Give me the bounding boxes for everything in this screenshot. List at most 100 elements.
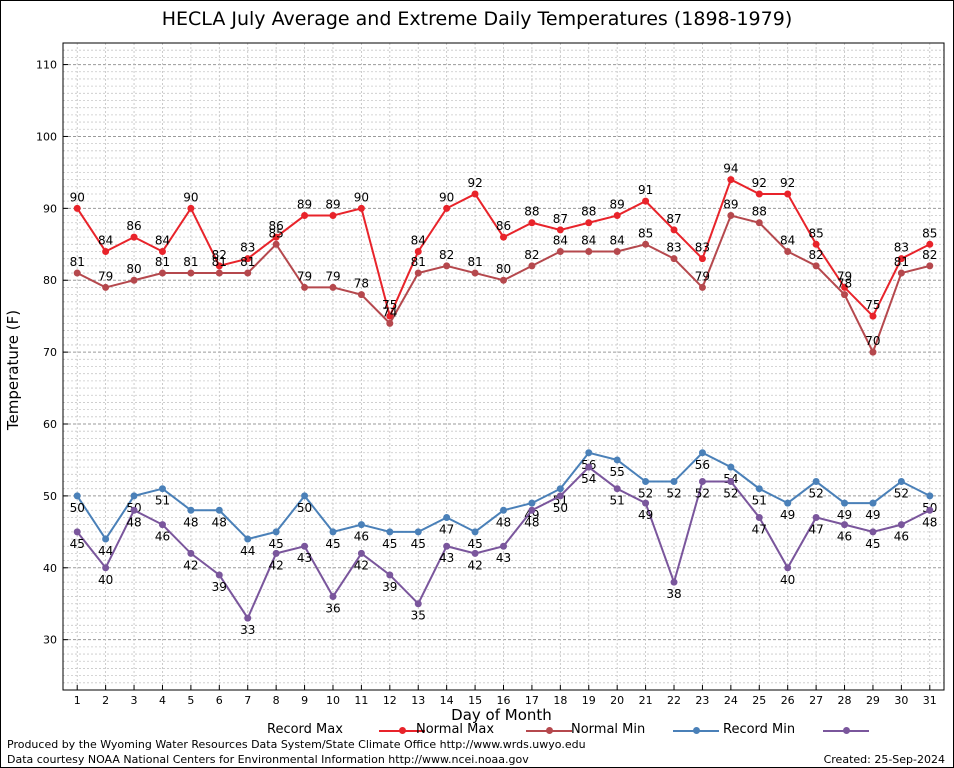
data-point-normal-max bbox=[642, 240, 650, 248]
data-label-record-max: 90 bbox=[354, 190, 369, 204]
x-tick-label: 22 bbox=[667, 694, 681, 707]
data-point-record-min bbox=[528, 506, 536, 514]
data-point-normal-max bbox=[272, 240, 280, 248]
data-point-normal-max bbox=[500, 276, 507, 284]
data-point-record-max bbox=[471, 190, 479, 198]
data-point-normal-max bbox=[130, 276, 138, 284]
data-label-record-max: 90 bbox=[70, 190, 85, 204]
data-label-record-min: 33 bbox=[240, 623, 255, 637]
data-label-record-max: 83 bbox=[695, 241, 710, 255]
data-point-normal-min bbox=[755, 485, 763, 493]
data-point-record-min bbox=[556, 492, 564, 500]
data-label-record-min: 54 bbox=[581, 472, 596, 486]
data-label-normal-min: 56 bbox=[695, 458, 710, 472]
x-tick-label: 11 bbox=[354, 694, 368, 707]
data-label-normal-max: 79 bbox=[297, 269, 312, 283]
data-label-normal-min: 49 bbox=[780, 508, 795, 522]
data-point-record-max bbox=[301, 212, 309, 220]
y-tick-label: 30 bbox=[43, 634, 57, 647]
data-point-record-max bbox=[926, 240, 934, 248]
data-label-normal-min: 46 bbox=[354, 530, 369, 544]
x-tick-label: 4 bbox=[159, 694, 166, 707]
y-tick-label: 80 bbox=[43, 274, 57, 287]
data-point-normal-max bbox=[755, 219, 763, 227]
data-point-normal-max bbox=[613, 247, 621, 255]
data-point-record-min bbox=[613, 485, 621, 493]
legend-marker-normal-min bbox=[693, 727, 700, 734]
x-tick-label: 3 bbox=[131, 694, 138, 707]
data-point-record-min bbox=[272, 549, 280, 557]
data-point-record-min bbox=[301, 542, 309, 550]
data-label-normal-max: 78 bbox=[354, 277, 369, 291]
data-point-normal-min bbox=[841, 499, 849, 507]
data-label-record-max: 94 bbox=[723, 162, 738, 176]
data-point-record-max bbox=[130, 233, 138, 241]
data-label-record-min: 39 bbox=[382, 580, 397, 594]
data-label-record-max: 82 bbox=[212, 248, 227, 262]
data-point-normal-min bbox=[130, 492, 138, 500]
data-point-normal-min bbox=[244, 535, 252, 543]
data-point-normal-max bbox=[926, 262, 934, 270]
x-tick-label: 27 bbox=[809, 694, 823, 707]
data-label-record-max: 89 bbox=[297, 198, 312, 212]
legend-label-normal-max: Normal Max bbox=[416, 722, 495, 737]
data-label-normal-max: 81 bbox=[183, 255, 198, 269]
data-point-record-min bbox=[585, 463, 593, 471]
data-point-normal-min bbox=[272, 528, 280, 536]
data-label-normal-max: 82 bbox=[524, 248, 539, 262]
data-point-record-max bbox=[187, 204, 195, 212]
data-label-record-min: 48 bbox=[524, 515, 539, 529]
data-label-record-min: 48 bbox=[126, 515, 141, 529]
footer-created-date: Created: 25-Sep-2024 bbox=[823, 753, 945, 766]
data-label-record-min: 50 bbox=[553, 501, 568, 515]
data-point-normal-min bbox=[102, 535, 110, 543]
data-point-normal-max bbox=[386, 319, 394, 327]
y-tick-label: 70 bbox=[43, 346, 57, 359]
data-label-record-min: 36 bbox=[325, 602, 340, 616]
data-point-record-min bbox=[130, 506, 138, 514]
data-point-normal-max bbox=[73, 269, 81, 277]
data-label-record-min: 51 bbox=[610, 494, 625, 508]
data-point-record-max bbox=[158, 247, 166, 255]
x-tick-label: 12 bbox=[383, 694, 397, 707]
y-tick-label: 100 bbox=[36, 130, 57, 143]
data-point-normal-max bbox=[414, 269, 422, 277]
x-tick-label: 30 bbox=[894, 694, 908, 707]
data-point-normal-min bbox=[698, 449, 706, 457]
data-point-record-min bbox=[158, 521, 166, 529]
x-tick-label: 9 bbox=[301, 694, 308, 707]
data-point-normal-max bbox=[784, 247, 792, 255]
x-tick-label: 10 bbox=[326, 694, 340, 707]
data-label-record-min: 52 bbox=[695, 487, 710, 501]
data-label-record-max: 88 bbox=[581, 205, 596, 219]
data-label-record-max: 86 bbox=[496, 219, 511, 233]
x-tick-label: 2 bbox=[102, 694, 109, 707]
data-point-record-min bbox=[329, 593, 337, 601]
data-point-record-min bbox=[841, 521, 849, 529]
data-point-record-max bbox=[784, 190, 792, 198]
data-point-record-min bbox=[500, 542, 507, 550]
data-point-record-min bbox=[727, 478, 735, 486]
data-point-record-min bbox=[244, 614, 252, 622]
data-label-record-max: 85 bbox=[808, 226, 823, 240]
y-tick-label: 60 bbox=[43, 418, 57, 431]
data-label-normal-max: 81 bbox=[467, 255, 482, 269]
data-point-record-max bbox=[755, 190, 763, 198]
data-label-normal-max: 80 bbox=[496, 262, 511, 276]
data-label-record-max: 83 bbox=[240, 241, 255, 255]
x-tick-label: 24 bbox=[724, 694, 738, 707]
data-point-normal-max bbox=[869, 348, 877, 356]
data-label-record-min: 42 bbox=[467, 558, 482, 572]
data-label-record-min: 45 bbox=[70, 537, 85, 551]
y-tick-label: 110 bbox=[36, 59, 57, 72]
data-label-normal-min: 51 bbox=[752, 494, 767, 508]
data-label-record-max: 83 bbox=[894, 241, 909, 255]
data-label-normal-max: 89 bbox=[723, 198, 738, 212]
data-point-record-max bbox=[585, 219, 593, 227]
data-label-record-min: 40 bbox=[780, 573, 795, 587]
x-tick-label: 7 bbox=[244, 694, 251, 707]
x-tick-label: 25 bbox=[752, 694, 766, 707]
data-point-normal-min bbox=[158, 485, 166, 493]
data-point-record-min bbox=[926, 506, 934, 514]
